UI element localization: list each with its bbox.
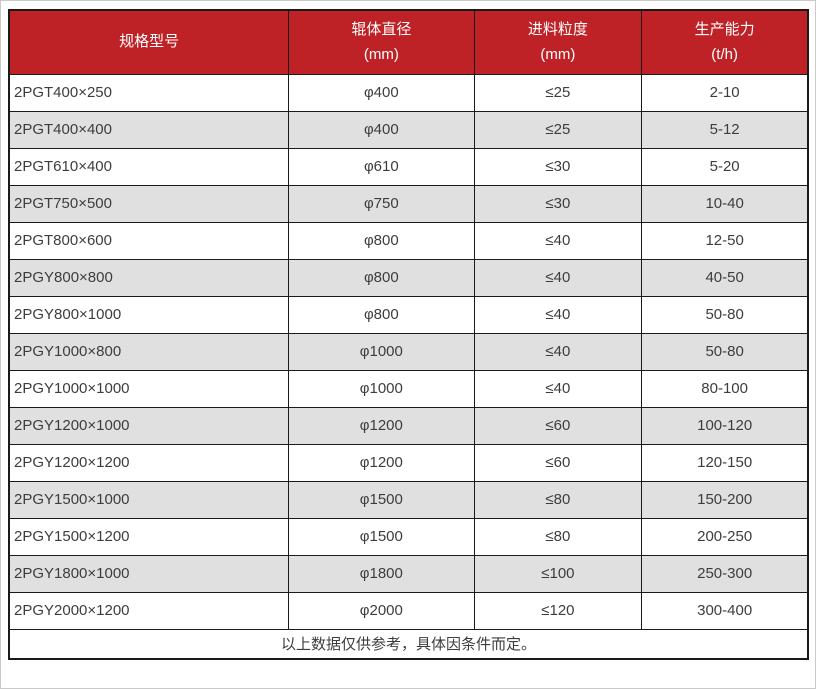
table-row: 2PGY1800×1000 φ1800 ≤100 250-300 — [8, 554, 809, 593]
model-cell: 2PGT750×500 — [8, 184, 290, 223]
capacity-cell: 5-12 — [641, 110, 809, 149]
roller-diameter-cell: φ400 — [288, 110, 475, 149]
feed-size-cell: ≤30 — [473, 147, 643, 186]
model-cell: 2PGY1800×1000 — [8, 554, 290, 593]
capacity-cell: 50-80 — [641, 295, 809, 334]
header-label-capacity: 生产能力 — [694, 21, 755, 39]
table-row: 2PGY800×800 φ800 ≤40 40-50 — [8, 258, 809, 297]
table-row: 2PGY1000×800 φ1000 ≤40 50-80 — [8, 332, 809, 371]
table-row: 2PGT400×250 φ400 ≤25 2-10 — [8, 73, 809, 112]
capacity-cell: 120-150 — [641, 443, 809, 482]
table-row: 2PGT750×500 φ750 ≤30 10-40 — [8, 184, 809, 223]
roller-diameter-cell: φ1200 — [288, 406, 475, 445]
model-cell: 2PGY1200×1000 — [8, 406, 290, 445]
footer-row: 以上数据仅供参考，具体因条件而定。 — [8, 628, 809, 660]
model-cell: 2PGY800×1000 — [8, 295, 290, 334]
model-cell: 2PGY2000×1200 — [8, 591, 290, 630]
model-cell: 2PGY1500×1200 — [8, 517, 290, 556]
table-row: 2PGY1200×1000 φ1200 ≤60 100-120 — [8, 406, 809, 445]
table-row: 2PGY800×1000 φ800 ≤40 50-80 — [8, 295, 809, 334]
table-row: 2PGT400×400 φ400 ≤25 5-12 — [8, 110, 809, 149]
header-unit-feed-size: (mm) — [540, 46, 576, 64]
roller-diameter-cell: φ800 — [288, 221, 475, 260]
roller-diameter-cell: φ1200 — [288, 443, 475, 482]
feed-size-cell: ≤40 — [473, 332, 643, 371]
model-cell: 2PGT800×600 — [8, 221, 290, 260]
model-cell: 2PGY800×800 — [8, 258, 290, 297]
table-row: 2PGY1500×1000 φ1500 ≤80 150-200 — [8, 480, 809, 519]
model-cell: 2PGY1000×1000 — [8, 369, 290, 408]
feed-size-cell: ≤40 — [473, 295, 643, 334]
feed-size-cell: ≤40 — [473, 221, 643, 260]
table-header: 规格型号 辊体直径 (mm) 进料粒度 (mm) 生产能力 (t/h) — [8, 9, 809, 75]
table-row: 2PGY1000×1000 φ1000 ≤40 80-100 — [8, 369, 809, 408]
header-cell-model: 规格型号 — [8, 9, 290, 75]
model-cell: 2PGY1500×1000 — [8, 480, 290, 519]
table-row: 2PGT800×600 φ800 ≤40 12-50 — [8, 221, 809, 260]
capacity-cell: 12-50 — [641, 221, 809, 260]
roller-diameter-cell: φ800 — [288, 258, 475, 297]
header-label-feed-size: 进料粒度 — [527, 21, 588, 39]
feed-size-cell: ≤60 — [473, 443, 643, 482]
feed-size-cell: ≤25 — [473, 73, 643, 112]
table-row: 2PGY1500×1200 φ1500 ≤80 200-250 — [8, 517, 809, 556]
table-row: 2PGT610×400 φ610 ≤30 5-20 — [8, 147, 809, 186]
capacity-cell: 200-250 — [641, 517, 809, 556]
model-cell: 2PGY1200×1200 — [8, 443, 290, 482]
roller-diameter-cell: φ1000 — [288, 369, 475, 408]
roller-diameter-cell: φ400 — [288, 73, 475, 112]
capacity-cell: 5-20 — [641, 147, 809, 186]
capacity-cell: 2-10 — [641, 73, 809, 112]
roller-diameter-cell: φ1000 — [288, 332, 475, 371]
roller-diameter-cell: φ2000 — [288, 591, 475, 630]
capacity-cell: 10-40 — [641, 184, 809, 223]
header-row: 规格型号 辊体直径 (mm) 进料粒度 (mm) 生产能力 (t/h) — [8, 9, 809, 75]
capacity-cell: 100-120 — [641, 406, 809, 445]
roller-diameter-cell: φ800 — [288, 295, 475, 334]
table-body: 2PGT400×250 φ400 ≤25 2-10 2PGT400×400 φ400 ≤25… — [8, 73, 809, 630]
roller-diameter-cell: φ750 — [288, 184, 475, 223]
header-cell-feed-size: 进料粒度 (mm) — [473, 9, 643, 75]
feed-size-cell: ≤80 — [473, 517, 643, 556]
roller-diameter-cell: φ1500 — [288, 480, 475, 519]
model-cell: 2PGT610×400 — [8, 147, 290, 186]
model-cell: 2PGT400×400 — [8, 110, 290, 149]
feed-size-cell: ≤120 — [473, 591, 643, 630]
capacity-cell: 250-300 — [641, 554, 809, 593]
capacity-cell: 300-400 — [641, 591, 809, 630]
header-unit-roller-diameter: (mm) — [363, 46, 399, 64]
feed-size-cell: ≤60 — [473, 406, 643, 445]
capacity-cell: 150-200 — [641, 480, 809, 519]
table-row: 2PGY1200×1200 φ1200 ≤60 120-150 — [8, 443, 809, 482]
header-cell-capacity: 生产能力 (t/h) — [641, 9, 809, 75]
model-cell: 2PGY1000×800 — [8, 332, 290, 371]
table-row: 2PGY2000×1200 φ2000 ≤120 300-400 — [8, 591, 809, 630]
capacity-cell: 40-50 — [641, 258, 809, 297]
model-cell: 2PGT400×250 — [8, 73, 290, 112]
roller-diameter-cell: φ1500 — [288, 517, 475, 556]
feed-size-cell: ≤40 — [473, 369, 643, 408]
header-cell-roller-diameter: 辊体直径 (mm) — [288, 9, 475, 75]
feed-size-cell: ≤30 — [473, 184, 643, 223]
header-label-roller-diameter: 辊体直径 — [351, 21, 412, 39]
footer-note: 以上数据仅供参考，具体因条件而定。 — [8, 628, 809, 660]
header-unit-capacity: (t/h) — [711, 46, 738, 64]
feed-size-cell: ≤80 — [473, 480, 643, 519]
feed-size-cell: ≤40 — [473, 258, 643, 297]
feed-size-cell: ≤25 — [473, 110, 643, 149]
roller-diameter-cell: φ610 — [288, 147, 475, 186]
roller-diameter-cell: φ1800 — [288, 554, 475, 593]
feed-size-cell: ≤100 — [473, 554, 643, 593]
capacity-cell: 80-100 — [641, 369, 809, 408]
table-footer: 以上数据仅供参考，具体因条件而定。 — [8, 628, 809, 660]
spec-table: 规格型号 辊体直径 (mm) 进料粒度 (mm) 生产能力 (t/h) 2PGT… — [8, 9, 809, 660]
header-label-model: 规格型号 — [119, 33, 180, 51]
capacity-cell: 50-80 — [641, 332, 809, 371]
